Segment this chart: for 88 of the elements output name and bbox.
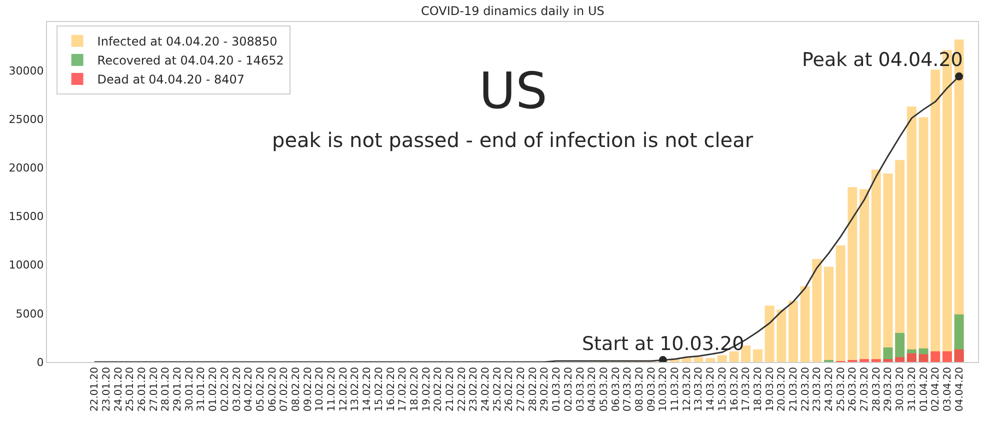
y-tick-label: 15000 bbox=[8, 210, 44, 224]
legend-label: Dead at 04.04.20 - 8407 bbox=[97, 72, 245, 87]
x-tick-label: 04.04.20 bbox=[954, 367, 966, 412]
x-tick-label: 25.03.20 bbox=[836, 367, 847, 412]
y-tick-label: 0 bbox=[36, 356, 44, 369]
x-tick-label: 24.02.20 bbox=[480, 367, 492, 412]
annotation: US bbox=[479, 62, 548, 120]
x-tick-label: 15.02.20 bbox=[374, 367, 385, 412]
x-tick-label: 12.02.20 bbox=[338, 367, 350, 412]
x-tick-label: 24.03.20 bbox=[824, 367, 836, 412]
x-tick-label: 29.03.20 bbox=[883, 367, 894, 412]
x-tick-label: 16.03.20 bbox=[729, 367, 740, 412]
x-tick-label: 06.03.20 bbox=[610, 367, 622, 412]
legend-label: Recovered at 04.04.20 - 14652 bbox=[97, 54, 284, 68]
x-tick-label: 19.03.20 bbox=[764, 367, 776, 412]
x-tick-label: 25.02.20 bbox=[492, 367, 504, 412]
x-tick-label: 19.02.20 bbox=[421, 367, 432, 412]
y-tick-label: 10000 bbox=[8, 258, 44, 272]
x-tick-label: 26.02.20 bbox=[504, 367, 516, 412]
x-tick-label: 01.04.20 bbox=[918, 367, 930, 412]
x-tick-label: 18.02.20 bbox=[409, 367, 420, 412]
x-tick-label: 07.03.20 bbox=[622, 367, 634, 412]
x-tick-label: 17.02.20 bbox=[398, 367, 409, 412]
y-tick-label: 30000 bbox=[8, 64, 44, 78]
x-tick-label: 14.02.20 bbox=[362, 367, 374, 412]
x-tick-label: 09.02.20 bbox=[302, 367, 314, 412]
x-tick-label: 31.03.20 bbox=[906, 367, 918, 412]
legend-label: Infected at 04.04.20 - 308850 bbox=[97, 34, 278, 49]
x-tick-label: 27.01.20 bbox=[148, 367, 160, 412]
x-tick-label: 08.03.20 bbox=[634, 367, 646, 412]
x-tick-label: 10.03.20 bbox=[658, 367, 670, 412]
x-tick-label: 03.03.20 bbox=[575, 367, 586, 412]
x-tick-label: 30.03.20 bbox=[895, 367, 906, 412]
x-tick-label: 21.02.20 bbox=[444, 367, 456, 412]
x-tick-label: 13.02.20 bbox=[350, 367, 362, 412]
x-tick-label: 23.02.20 bbox=[468, 367, 480, 412]
x-tick-label: 26.01.20 bbox=[137, 367, 148, 412]
x-tick-label: 13.03.20 bbox=[694, 367, 705, 412]
x-tick-label: 17.03.20 bbox=[741, 367, 752, 412]
x-tick-label: 27.02.20 bbox=[516, 367, 528, 412]
x-tick-label: 10.02.20 bbox=[314, 367, 326, 412]
x-tick-label: 23.03.20 bbox=[812, 367, 824, 412]
x-tick-label: 04.03.20 bbox=[587, 367, 598, 412]
y-tick-label: 25000 bbox=[8, 112, 44, 126]
x-tick-label: 27.03.20 bbox=[860, 367, 871, 412]
x-tick-label: 05.02.20 bbox=[255, 367, 266, 412]
x-tick-label: 02.04.20 bbox=[930, 367, 942, 412]
x-tick-label: 18.03.20 bbox=[752, 367, 764, 412]
x-tick-label: 26.03.20 bbox=[848, 367, 859, 412]
y-tick-label: 20000 bbox=[8, 162, 44, 175]
x-tick-label: 29.01.20 bbox=[172, 367, 184, 412]
annotation: Peak at 04.04.20 bbox=[802, 49, 963, 71]
x-tick-label: 22.02.20 bbox=[456, 367, 468, 412]
x-tick-label: 22.01.20 bbox=[90, 367, 101, 412]
x-tick-label: 29.02.20 bbox=[540, 367, 551, 412]
chart-title: COVID-19 dinamics daily in US bbox=[421, 4, 604, 18]
x-tick-label: 01.02.20 bbox=[208, 367, 220, 412]
x-tick-label: 06.02.20 bbox=[267, 367, 278, 412]
x-tick-label: 30.01.20 bbox=[184, 367, 196, 412]
x-tick-label: 28.02.20 bbox=[528, 367, 539, 412]
x-tick-label: 07.02.20 bbox=[279, 367, 290, 412]
x-tick-label: 21.03.20 bbox=[788, 367, 800, 412]
x-tick-label: 09.03.20 bbox=[646, 367, 658, 412]
y-tick-label: 5000 bbox=[16, 307, 44, 320]
x-tick-label: 23.01.20 bbox=[101, 367, 112, 412]
x-tick-label: 25.01.20 bbox=[125, 367, 136, 412]
x-tick-label: 20.03.20 bbox=[776, 367, 788, 412]
x-tick-label: 11.03.20 bbox=[670, 367, 682, 412]
x-tick-label: 14.03.20 bbox=[706, 367, 717, 412]
x-tick-label: 03.04.20 bbox=[942, 367, 954, 412]
x-tick-label: 02.03.20 bbox=[563, 367, 574, 412]
x-tick-label: 02.02.20 bbox=[220, 367, 231, 412]
x-tick-label: 01.03.20 bbox=[552, 367, 563, 412]
x-tick-label: 28.01.20 bbox=[160, 367, 172, 412]
x-tick-label: 03.02.20 bbox=[232, 367, 243, 412]
x-tick-label: 15.03.20 bbox=[717, 367, 728, 412]
x-tick-label: 05.03.20 bbox=[598, 367, 610, 412]
x-tick-label: 31.01.20 bbox=[196, 367, 208, 412]
x-tick-label: 12.03.20 bbox=[682, 367, 693, 412]
x-tick-label: 11.02.20 bbox=[326, 367, 338, 412]
x-tick-label: 24.01.20 bbox=[113, 367, 124, 412]
x-tick-label: 22.03.20 bbox=[800, 367, 812, 412]
x-tick-label: 04.02.20 bbox=[244, 367, 255, 412]
x-tick-label: 20.02.20 bbox=[433, 367, 444, 412]
x-tick-label: 08.02.20 bbox=[290, 367, 302, 412]
x-tick-label: 28.03.20 bbox=[871, 367, 882, 412]
x-tick-label: 16.02.20 bbox=[386, 367, 397, 412]
annotation: peak is not passed - end of infection is not clear bbox=[272, 128, 754, 152]
